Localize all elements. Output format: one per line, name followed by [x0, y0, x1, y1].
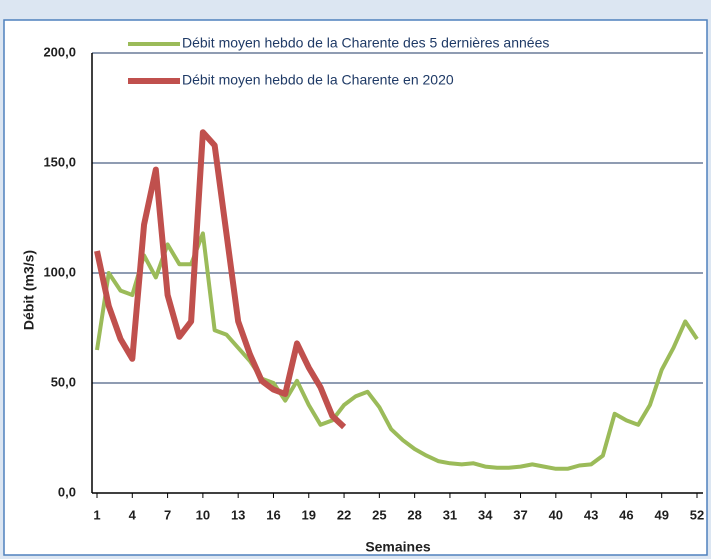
y-tick-label: 50,0	[51, 374, 76, 389]
x-tick-label: 34	[478, 507, 493, 522]
x-tick-label: 19	[302, 507, 316, 522]
x-axis-title: Semaines	[365, 539, 431, 555]
x-tick-label: 43	[584, 507, 598, 522]
y-tick-label: 0,0	[58, 484, 76, 499]
x-tick-label: 4	[129, 507, 137, 522]
series-line	[94, 129, 347, 430]
x-tick-label: 1	[93, 507, 100, 522]
x-tick-label: 52	[690, 507, 704, 522]
x-tick-label: 25	[372, 507, 386, 522]
x-tick-label: 37	[513, 507, 527, 522]
x-tick-label: 49	[654, 507, 668, 522]
x-tick-label: 22	[337, 507, 351, 522]
y-tick-label: 200,0	[43, 44, 76, 59]
x-tick-label: 10	[196, 507, 210, 522]
chart-area	[3, 19, 708, 556]
y-tick-label: 150,0	[43, 154, 76, 169]
y-tick-label: 100,0	[43, 264, 76, 279]
y-axis-title: Débit (m3/s)	[21, 250, 37, 330]
x-tick-label: 28	[407, 507, 421, 522]
x-tick-label: 7	[164, 507, 171, 522]
x-tick-label: 13	[231, 507, 245, 522]
x-tick-label: 46	[619, 507, 633, 522]
legend-label: Débit moyen hebdo de la Charente en 2020	[182, 72, 454, 88]
x-tick-label: 40	[549, 507, 563, 522]
x-tick-label: 31	[443, 507, 457, 522]
legend-label: Débit moyen hebdo de la Charente des 5 d…	[182, 35, 549, 51]
x-tick-label: 16	[266, 507, 280, 522]
